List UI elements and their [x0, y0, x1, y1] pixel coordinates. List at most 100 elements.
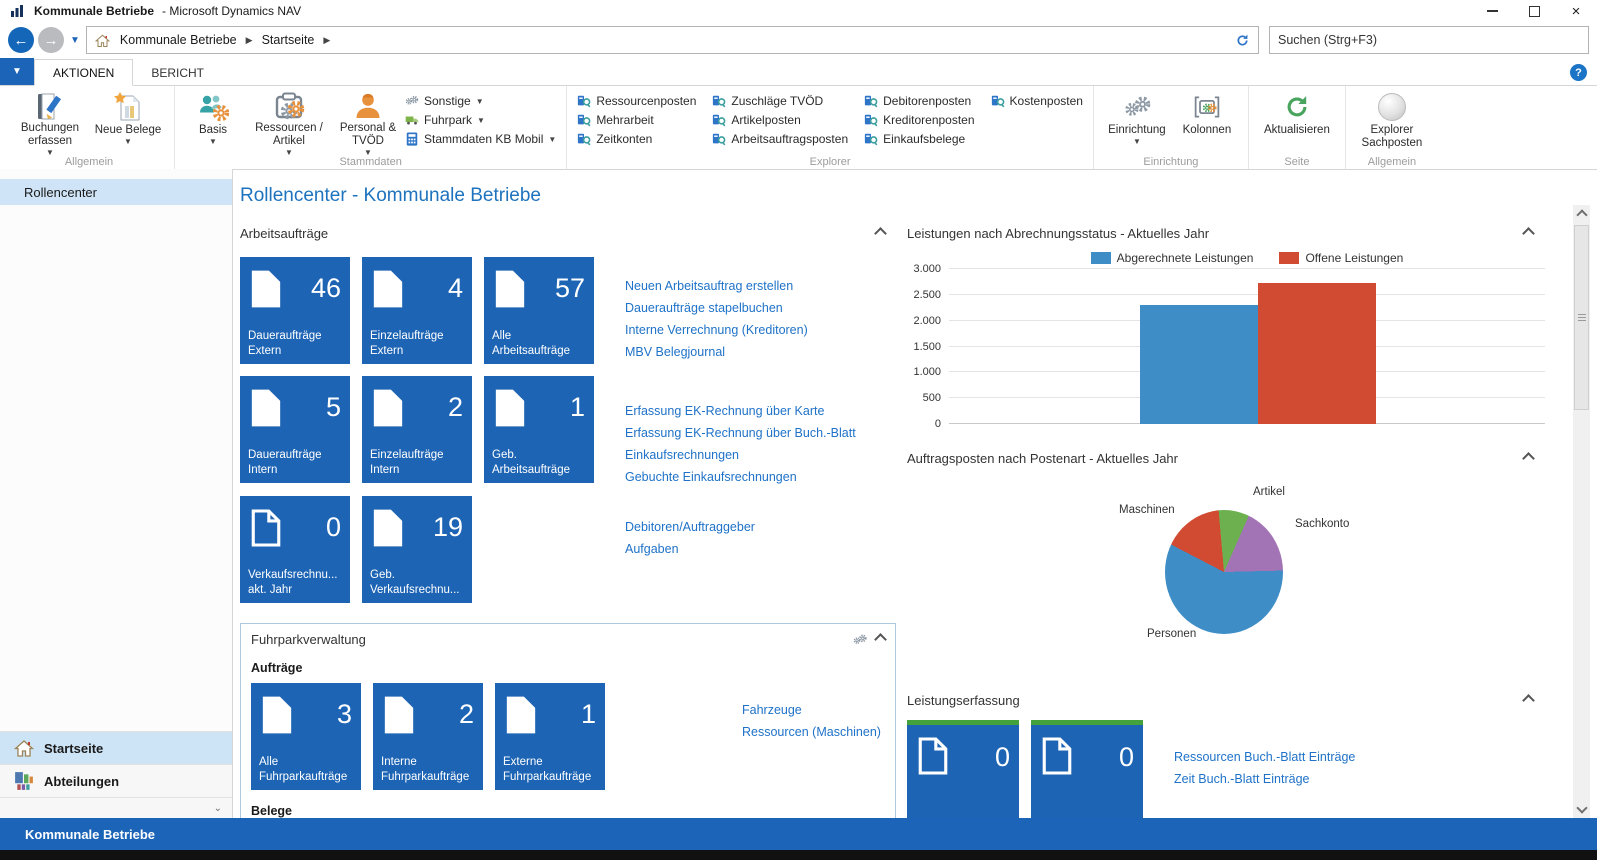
link-erfassung-ek-rechnung-buchblatt[interactable]: Erfassung EK-Rechnung über Buch.-Blatt [625, 426, 856, 440]
history-dropdown-icon[interactable]: ▼ [70, 35, 80, 46]
collapse-chevron-icon[interactable] [1522, 452, 1535, 465]
tile-alle-arbeitsauftraege[interactable]: 57 Alle Arbeitsaufträge [484, 257, 594, 364]
scrollbar-thumb[interactable] [1574, 225, 1589, 410]
ribbon-tab-row: ▼ AKTIONEN BERICHT ? [0, 58, 1597, 86]
section-header-auftragsposten[interactable]: Auftragsposten nach Postenart - Aktuelle… [907, 446, 1545, 470]
tile-ressourcen-buchblatt[interactable]: 0 [907, 720, 1019, 818]
chevron-down-icon: ▼ [1133, 137, 1141, 146]
link-erfassung-ek-rechnung-karte[interactable]: Erfassung EK-Rechnung über Karte [625, 404, 856, 418]
collapse-chevron-icon[interactable] [1522, 227, 1535, 240]
debitorenposten-button[interactable]: Debitorenposten [864, 94, 974, 108]
link-ressourcen-maschinen[interactable]: Ressourcen (Maschinen) [742, 725, 881, 739]
arbeitsauftragsposten-button[interactable]: Arbeitsauftragsposten [712, 132, 848, 146]
link-dauerauftraege-stapelbuchen[interactable]: Daueraufträge stapelbuchen [625, 301, 808, 315]
link-fahrzeuge[interactable]: Fahrzeuge [742, 703, 881, 717]
aktualisieren-button[interactable]: Aktualisieren [1259, 89, 1335, 153]
tile-geb-arbeitsauftraege[interactable]: 1 Geb. Arbeitsaufträge [484, 376, 594, 483]
einrichtung-button[interactable]: Einrichtung ▼ [1104, 89, 1170, 153]
breadcrumb-separator-icon[interactable]: ▶ [323, 35, 330, 46]
tile-zeit-buchblatt[interactable]: 0 [1031, 720, 1143, 818]
calculator-icon [405, 132, 419, 146]
section-header-leistungen[interactable]: Leistungen nach Abrechnungsstatus - Aktu… [907, 221, 1545, 245]
tile-label: Daueraufträge Intern [248, 448, 346, 477]
forward-button[interactable]: → [38, 27, 64, 53]
ribbon-group-label: Einrichtung [1094, 156, 1248, 168]
navpane-item-rollencenter[interactable]: Rollencenter [0, 179, 232, 205]
collapse-chevron-icon[interactable] [1522, 694, 1535, 707]
pie-chart[interactable] [1165, 510, 1283, 634]
tile-dauerauftraege-extern[interactable]: 46 Daueraufträge Extern [240, 257, 350, 364]
fleet-subheader-belege: Belege [251, 804, 885, 818]
tab-aktionen[interactable]: AKTIONEN [34, 59, 133, 86]
buchungen-erfassen-button[interactable]: Buchungen erfassen ▼ [14, 89, 86, 153]
close-icon: × [1572, 4, 1581, 19]
link-interne-verrechnung-kreditoren[interactable]: Interne Verrechnung (Kreditoren) [625, 323, 808, 337]
minimize-button[interactable] [1471, 0, 1513, 22]
einkaufsbelege-button[interactable]: Einkaufsbelege [864, 132, 974, 146]
tile-verkaufsrechnungen-akt-jahr[interactable]: 0 Verkaufsrechnu... akt. Jahr [240, 496, 350, 603]
tile-alle-fuhrparkauftraege[interactable]: 3 Alle Fuhrparkaufträge [251, 683, 361, 790]
gears-icon [405, 94, 419, 108]
settings-gears-icon[interactable] [853, 632, 868, 647]
collapse-chevron-icon[interactable] [874, 227, 887, 240]
navpane-item-startseite[interactable]: Startseite [0, 731, 232, 764]
link-gebuchte-einkaufsrechnungen[interactable]: Gebuchte Einkaufsrechnungen [625, 470, 856, 484]
stammdaten-kb-mobil-button[interactable]: Stammdaten KB Mobil ▼ [405, 132, 556, 146]
vertical-scrollbar[interactable] [1573, 205, 1590, 818]
breadcrumb-separator-icon[interactable]: ▶ [246, 35, 253, 46]
link-mbv-belegjournal[interactable]: MBV Belegjournal [625, 345, 808, 359]
back-button[interactable]: ← [8, 27, 34, 53]
link-debitoren-auftraggeber[interactable]: Debitoren/Auftraggeber [625, 520, 755, 534]
tile-einzelauftraege-intern[interactable]: 2 Einzelaufträge Intern [362, 376, 472, 483]
navpane-expander[interactable]: ⌄ [0, 797, 232, 818]
personal-tvoed-button[interactable]: Personal & TVÖD ▼ [337, 89, 399, 153]
mehrarbeit-button[interactable]: Mehrarbeit [577, 113, 696, 127]
link-neuen-arbeitsauftrag-erstellen[interactable]: Neuen Arbeitsauftrag erstellen [625, 279, 808, 293]
tile-interne-fuhrparkauftraege[interactable]: 2 Interne Fuhrparkaufträge [373, 683, 483, 790]
scrollbar-down-arrow[interactable] [1573, 801, 1590, 818]
tab-bericht[interactable]: BERICHT [133, 60, 222, 85]
fuhrpark-button[interactable]: Fuhrpark ▼ [405, 113, 556, 127]
section-header-leistungserfassung[interactable]: Leistungserfassung [907, 688, 1545, 712]
section-header-fuhrparkverwaltung[interactable]: Fuhrparkverwaltung [251, 632, 885, 647]
tile-dauerauftraege-intern[interactable]: 5 Daueraufträge Intern [240, 376, 350, 483]
link-zeit-buchblatt-eintraege[interactable]: Zeit Buch.-Blatt Einträge [1174, 772, 1355, 786]
scrollbar-up-arrow[interactable] [1573, 205, 1590, 222]
refresh-icon[interactable] [1235, 33, 1250, 48]
breadcrumb-page[interactable]: Startseite [262, 33, 315, 47]
document-icon [371, 508, 405, 548]
link-ressourcen-buchblatt-eintraege[interactable]: Ressourcen Buch.-Blatt Einträge [1174, 750, 1355, 764]
tile-externe-fuhrparkauftraege[interactable]: 1 Externe Fuhrparkaufträge [495, 683, 605, 790]
ressourcen-artikel-button[interactable]: Ressourcen / Artikel ▼ [247, 89, 331, 153]
restore-button[interactable] [1513, 0, 1555, 22]
ressourcenposten-button[interactable]: Ressourcenposten [577, 94, 696, 108]
link-einkaufsrechnungen[interactable]: Einkaufsrechnungen [625, 448, 856, 462]
section-header-arbeitsauftraege[interactable]: Arbeitsaufträge [240, 221, 897, 245]
zeitkonten-button[interactable]: Zeitkonten [577, 132, 696, 146]
sonstige-button[interactable]: Sonstige ▼ [405, 94, 556, 108]
bar-offene-leistungen[interactable] [1258, 283, 1376, 424]
neue-belege-button[interactable]: Neue Belege ▼ [92, 89, 164, 153]
kolonnen-button[interactable]: Kolonnen [1176, 89, 1238, 153]
artikelposten-button[interactable]: Artikelposten [712, 113, 848, 127]
ribbon-button-label: Buchungen erfassen [14, 122, 86, 148]
home-icon[interactable] [95, 33, 110, 48]
kostenposten-button[interactable]: Kostenposten [991, 94, 1083, 108]
explorer-sachposten-button[interactable]: Explorer Sachposten [1356, 89, 1428, 153]
basis-button[interactable]: Basis ▼ [185, 89, 241, 153]
bar-abgerechnete-leistungen[interactable] [1140, 305, 1258, 424]
link-aufgaben[interactable]: Aufgaben [625, 542, 755, 556]
search-input[interactable] [1270, 33, 1588, 47]
breadcrumb-root[interactable]: Kommunale Betriebe [120, 33, 237, 47]
zuschlaege-tvoed-button[interactable]: Zuschläge TVÖD [712, 94, 848, 108]
application-menu-button[interactable]: ▼ [0, 58, 34, 85]
tile-einzelauftraege-extern[interactable]: 4 Einzelaufträge Extern [362, 257, 472, 364]
close-button[interactable]: × [1555, 0, 1597, 22]
navpane-item-abteilungen[interactable]: Abteilungen [0, 764, 232, 797]
help-icon[interactable]: ? [1570, 64, 1587, 81]
kreditorenposten-button[interactable]: Kreditorenposten [864, 113, 974, 127]
ribbon-group-seite: Aktualisieren Seite [1249, 86, 1346, 169]
document-icon [260, 695, 294, 735]
tile-geb-verkaufsrechnungen[interactable]: 19 Geb. Verkaufsrechnu... [362, 496, 472, 603]
collapse-chevron-icon[interactable] [874, 633, 887, 646]
